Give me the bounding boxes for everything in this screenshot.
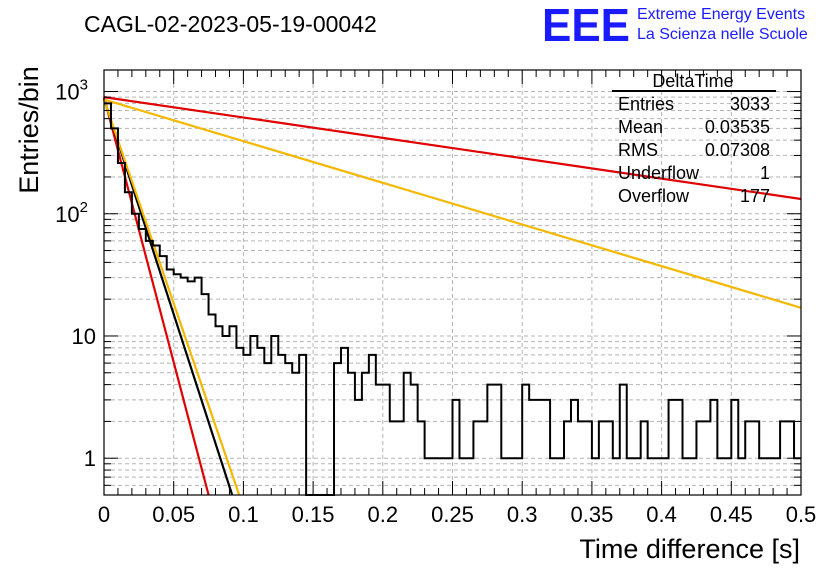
- histogram-step-line: [104, 102, 801, 496]
- stats-value: 3033: [730, 94, 770, 114]
- stats-box: DeltaTime Entries 3033 Mean 0.03535 RMS 0.073…: [612, 71, 776, 206]
- y-tick-labels: 1 10 102 103: [55, 77, 96, 472]
- stats-rows: Entries 3033 Mean 0.03535 RMS 0.07308Underflo…: [618, 94, 770, 206]
- fit-curve: [102, 96, 210, 496]
- stats-label: Overflow: [618, 186, 690, 206]
- x-tick-label: 0.05: [152, 502, 195, 527]
- axis-ticks: [103, 70, 802, 496]
- y-tick-label: 10: [72, 324, 96, 349]
- x-tick-label: 0.3: [507, 502, 538, 527]
- plot-title: CAGL-02-2023-05-19-00042: [84, 11, 377, 37]
- logo-mark: EEE: [542, 0, 630, 51]
- x-axis-title: Time difference [s]: [579, 534, 800, 564]
- stats-label: Underflow: [618, 163, 700, 183]
- x-tick-label: 0.15: [292, 502, 335, 527]
- fit-curve: [103, 96, 802, 201]
- fit-curve: [103, 98, 802, 309]
- x-tick-labels: 0 0.05 0.1 0.15 0.2 0.25 0.3 0.35 0.4 0.45 0.5: [98, 502, 816, 527]
- logo-line-2: La Scienza nelle Scuole: [637, 26, 808, 43]
- stats-value: 0.07308: [705, 140, 770, 160]
- stats-label: Entries: [618, 94, 674, 114]
- y-axis-title: Entries/bin: [14, 66, 44, 194]
- x-tick-label: 0: [98, 502, 110, 527]
- stats-value: 1: [760, 163, 770, 183]
- x-tick-label: 0.1: [228, 502, 259, 527]
- x-tick-label: 0.4: [646, 502, 677, 527]
- x-tick-label: 0.35: [570, 502, 613, 527]
- eee-logo: EEE Extreme Energy Events La Scienza nel…: [542, 0, 808, 51]
- x-tick-label: 0.5: [786, 502, 817, 527]
- x-tick-label: 0.45: [710, 502, 753, 527]
- y-tick-label: 1: [84, 446, 96, 471]
- stats-value: 0.03535: [705, 117, 770, 137]
- fit-curve: [102, 99, 241, 496]
- y-tick-label: 103: [55, 77, 88, 105]
- y-tick-exponent: 2: [80, 199, 88, 216]
- logo-line-1: Extreme Energy Events: [637, 6, 805, 23]
- stats-label: RMS: [618, 140, 658, 160]
- histogram: [104, 102, 801, 496]
- x-tick-label: 0.2: [368, 502, 399, 527]
- stats-title: DeltaTime: [652, 71, 733, 91]
- stats-label: Mean: [618, 117, 663, 137]
- x-tick-label: 0.25: [431, 502, 474, 527]
- y-tick-exponent: 3: [80, 77, 88, 94]
- y-tick-label: 102: [55, 199, 88, 227]
- stats-value: 177: [740, 186, 770, 206]
